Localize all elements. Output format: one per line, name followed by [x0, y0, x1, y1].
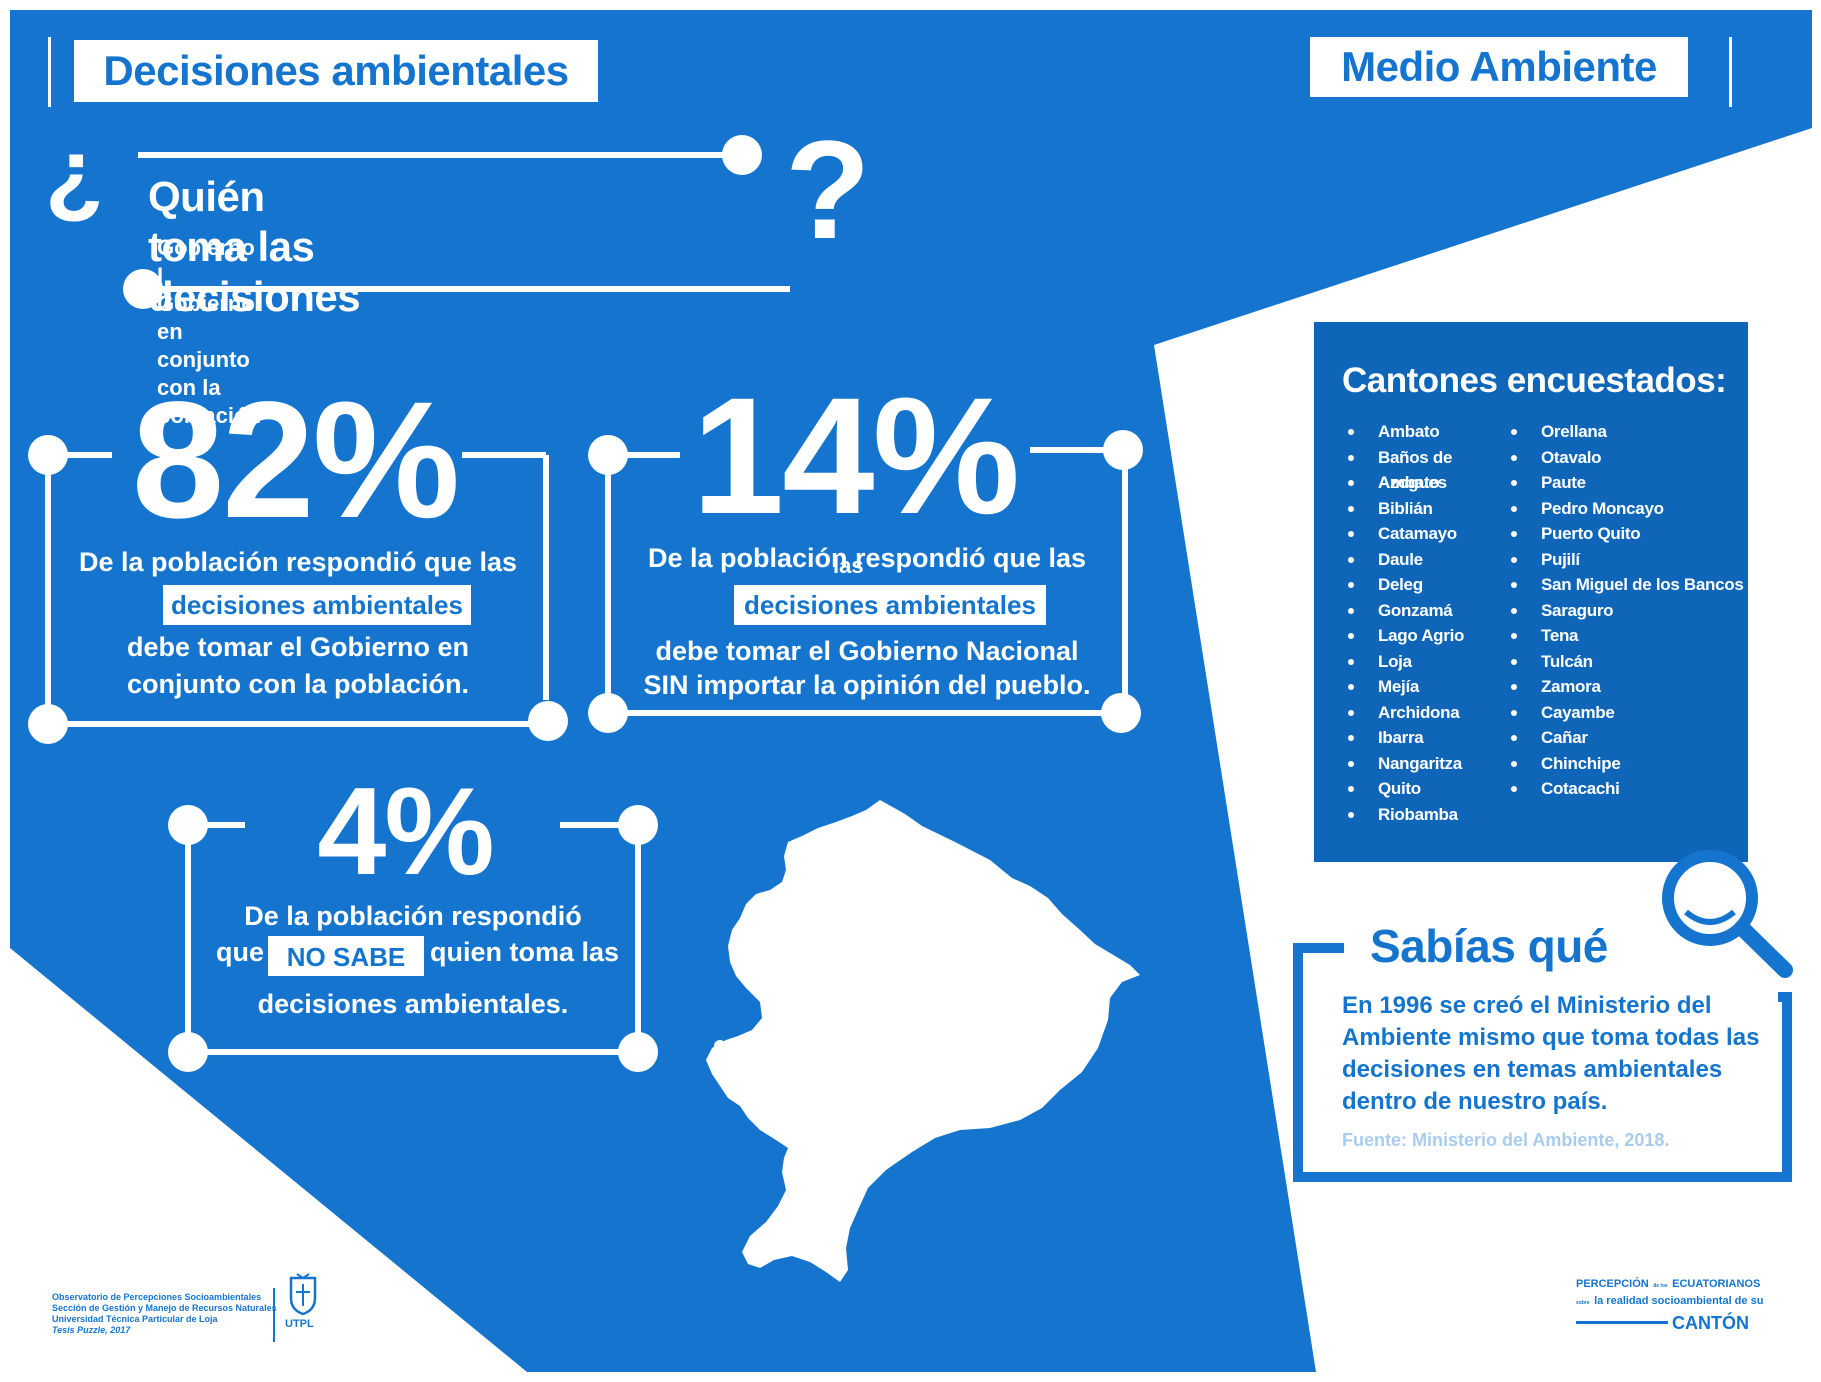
canton-item: Pedro Moncayo	[1511, 496, 1747, 522]
canton-item: Gonzamá	[1348, 598, 1516, 624]
stat-82-line4: conjunto con la población.	[127, 669, 469, 699]
sabias-line-2: Ambiente mismo que toma todas las	[1342, 1024, 1760, 1051]
stat-14-overlap: las	[833, 553, 864, 578]
footer-line-2: Sección de Gestión y Manejo de Recursos …	[52, 1303, 277, 1313]
sabias-text: En 1996 se creó el Ministerio del Ambien…	[1342, 990, 1759, 1118]
canton-item: Chinchipe	[1511, 751, 1747, 777]
canton-item: Saraguro	[1511, 598, 1747, 624]
sabias-line-1: En 1996 se creó el Ministerio del	[1342, 992, 1712, 1019]
sabias-frame	[1293, 943, 1792, 1182]
stat-14-line3: debe tomar el Gobierno Nacional	[655, 636, 1079, 666]
brand-rule	[1576, 1321, 1668, 1324]
canton-item: Tena	[1511, 623, 1747, 649]
canton-item: Quito	[1348, 776, 1516, 802]
stat-4-line2-post: quien toma las	[430, 937, 620, 967]
cantones-title: Cantones encuestados:	[1342, 361, 1727, 400]
stat-4-line3: decisiones ambientales.	[257, 989, 569, 1019]
brand-line-2: la realidad socioambiental de su	[1594, 1295, 1764, 1307]
canton-item: Nangaritza	[1348, 751, 1516, 777]
canton-item: Biblián	[1348, 496, 1516, 522]
magnifier-icon	[1662, 850, 1793, 978]
brand-word-ecuatorianos: ECUATORIANOS	[1672, 1278, 1761, 1290]
sabias-title: Sabías qué	[1370, 920, 1608, 972]
stat-82-value: 82%	[131, 368, 460, 553]
stat-14-value: 14%	[691, 364, 1020, 549]
stat-14-line1: De la población respondió que las	[647, 543, 1087, 573]
canton-item: Ambato	[1348, 419, 1516, 445]
canton-item: Lago Agrio	[1348, 623, 1516, 649]
ecuador-map-icon	[706, 800, 1140, 1282]
footer-line-3: Universidad Técnica Particular de Loja	[52, 1314, 218, 1324]
stat-4-highlight: NO SABE	[268, 936, 424, 976]
footer-divider	[273, 1288, 275, 1342]
utpl-crest-icon	[289, 1273, 317, 1316]
stat-4-value: 4%	[317, 763, 494, 901]
stat-4-line2-pre: que	[216, 937, 265, 967]
frame-82	[28, 435, 568, 744]
frame-14	[588, 430, 1143, 733]
canton-item: Mejía	[1348, 674, 1516, 700]
canton-item: Riobamba	[1348, 802, 1516, 828]
canton-item: San Miguel de los Bancos	[1511, 572, 1747, 598]
header-right-rule	[1729, 37, 1732, 107]
question-lines	[123, 135, 790, 309]
cantones-list-col2: Orellana Otavalo Paute Pedro Moncayo Puerto …	[1511, 419, 1747, 802]
canton-item: Cayambe	[1511, 700, 1747, 726]
stat-4-line1: De la población respondió	[244, 901, 582, 931]
stat-14-highlight: decisiones ambientales	[734, 585, 1046, 625]
brand-small-sobre: sobre	[1576, 1300, 1590, 1306]
sabias-line-4: dentro de nuestro país.	[1342, 1088, 1608, 1115]
category-label: Medio Ambiente	[1310, 37, 1688, 97]
brand-small-de-los: de los	[1653, 1283, 1668, 1289]
footer-line-4: Tesis Puzzle, 2017	[52, 1325, 131, 1335]
stat-14-line4: SIN importar la opinión del pueblo.	[643, 670, 1091, 700]
canton-item: Catamayo	[1348, 521, 1516, 547]
frame-4	[168, 805, 658, 1072]
canton-item: Puerto Quito	[1511, 521, 1747, 547]
sabias-source: Fuente: Ministerio del Ambiente, 2018.	[1342, 1130, 1670, 1150]
header-left-rule	[48, 37, 51, 107]
canton-item: Daule	[1348, 547, 1516, 573]
canton-item: Zamora	[1511, 674, 1747, 700]
cantones-list-col1: Ambato Baños de Ambato Azogues Biblián Catam…	[1348, 419, 1516, 827]
utpl-logo-text: UTPL	[285, 1318, 314, 1330]
question-block: ¿ ? Quién toma las decisiones Gobierno I…	[0, 0, 871, 429]
footer-credits: Observatorio de Percepciones Socioambien…	[52, 1292, 277, 1336]
canton-item: Azogues	[1348, 470, 1516, 496]
brand-canton: CANTÓN	[1672, 1313, 1749, 1333]
stat-82-line1: De la población respondió que las	[78, 547, 518, 577]
brand-logo: PERCEPCIÓN de los ECUATORIANOS sobre la …	[1576, 1276, 1763, 1334]
close-question-mark: ?	[785, 111, 871, 268]
canton-item: Orellana	[1511, 419, 1747, 445]
page-title: Decisiones ambientales	[74, 40, 598, 102]
stat-82-line3: debe tomar el Gobierno en	[126, 632, 470, 662]
canton-item: Cotacachi	[1511, 776, 1747, 802]
canton-item: Ibarra	[1348, 725, 1516, 751]
brand-word-percepcion: PERCEPCIÓN	[1576, 1278, 1649, 1290]
sabias-line-3: decisiones en temas ambientales	[1342, 1056, 1723, 1083]
open-question-mark: ¿	[45, 119, 104, 226]
canton-item: Loja	[1348, 649, 1516, 675]
cantones-box	[1310, 318, 1752, 866]
canton-item: Baños de Ambato	[1348, 445, 1516, 492]
canton-item: Paute	[1511, 470, 1747, 496]
footer-line-1: Observatorio de Percepciones Socioambien…	[52, 1292, 262, 1302]
stat-82-highlight: decisiones ambientales	[163, 585, 471, 625]
canton-item: Pujilí	[1511, 547, 1747, 573]
canton-item: Otavalo	[1511, 445, 1747, 471]
canton-item: Cañar	[1511, 725, 1747, 751]
canton-item: Deleg	[1348, 572, 1516, 598]
question-subtitle: Gobierno I Gobierno en conjunto con la p…	[157, 235, 261, 428]
canton-item: Archidona	[1348, 700, 1516, 726]
canton-item: Tulcán	[1511, 649, 1747, 675]
question-title: Quién toma las decisiones	[148, 173, 361, 320]
